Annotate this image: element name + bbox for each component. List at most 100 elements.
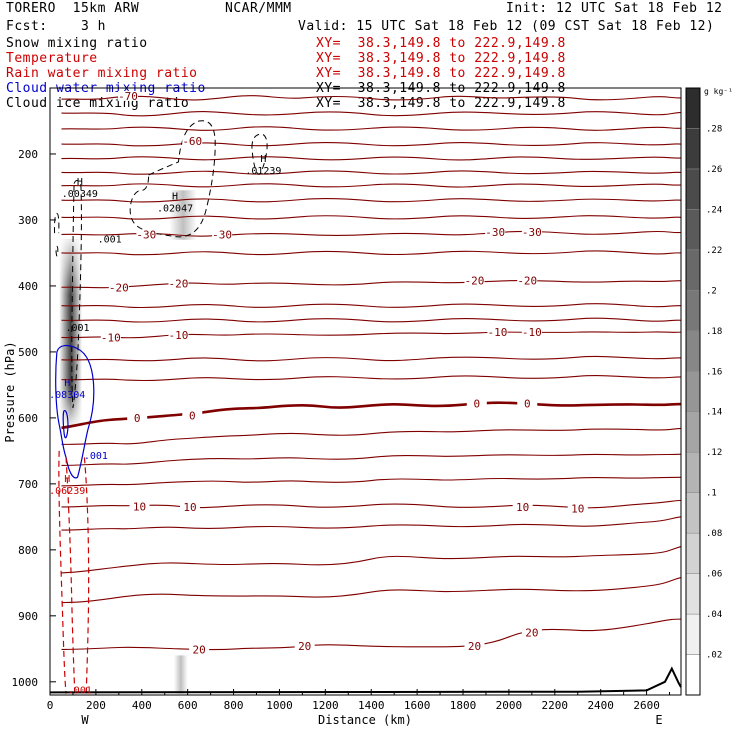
isotherm-line <box>61 127 681 131</box>
x-tick-label: 2000 <box>496 699 523 712</box>
y-tick-label: 300 <box>18 214 38 227</box>
temperature-contour-label: 0 <box>524 397 531 410</box>
model-title: TORERO 15km ARW <box>6 1 140 16</box>
isotherm-line <box>61 171 681 174</box>
center-title: NCAR/MMM <box>225 1 292 16</box>
y-tick-label: 500 <box>18 346 38 359</box>
contour-label-bg <box>464 275 485 286</box>
isotherm-line <box>61 304 681 308</box>
x-end-east: E <box>655 713 662 727</box>
x-tick-label: 2600 <box>633 699 660 712</box>
colorbar-segment <box>685 209 701 251</box>
y-tick-label: 900 <box>18 610 38 623</box>
isotherm-line <box>61 428 681 444</box>
colorbar-segment <box>685 573 701 615</box>
x-tick-label: 200 <box>86 699 106 712</box>
contour-label-bg <box>517 398 538 409</box>
colorbar-label: .02 <box>706 651 722 661</box>
y-tick-label: 800 <box>18 544 38 557</box>
isotherm-line <box>61 199 681 202</box>
contour-label-bg <box>168 278 189 289</box>
x-tick-label: 400 <box>132 699 152 712</box>
x-tick-label: 2400 <box>587 699 614 712</box>
temperature-contour-label: -20 <box>465 275 485 288</box>
temperature-contour-label: 10 <box>516 501 529 514</box>
temperature-contour-label: -30 <box>136 228 156 241</box>
contour-label-bg <box>294 641 315 652</box>
contour-label-bg <box>168 329 189 340</box>
maximum-value: .06239 <box>49 486 85 497</box>
colorbar-segment <box>685 371 701 412</box>
x-tick-label: 1400 <box>358 699 385 712</box>
field-xy: XY= 38.3,149.8 to 222.9,149.8 <box>316 36 566 51</box>
x-tick-label: 600 <box>178 699 198 712</box>
contour-label-bg <box>521 327 542 338</box>
x-tick-label: 1200 <box>312 699 339 712</box>
maximum-marker: H <box>172 191 178 202</box>
ground-line <box>50 669 681 693</box>
isotherm-line <box>61 280 681 287</box>
isotherm-line <box>61 157 681 160</box>
rain-contour <box>66 457 75 693</box>
x-tick-label: 2200 <box>542 699 569 712</box>
rain-contour <box>59 451 66 694</box>
colorbar-segment <box>685 532 701 574</box>
colorbar-label: .16 <box>706 367 722 377</box>
field-name: Temperature <box>6 51 98 66</box>
colorbar-segment <box>685 451 701 493</box>
x-tick-label: 1600 <box>404 699 431 712</box>
isotherm-line <box>61 112 681 116</box>
temperature-contour-label: 0 <box>134 412 141 425</box>
contour-label-bg <box>464 641 485 652</box>
maximum-marker: H <box>64 378 70 389</box>
contour-label-bg <box>129 501 150 512</box>
contour-label-bg <box>136 229 157 240</box>
maximum-marker: H <box>64 474 70 485</box>
isotherm-line <box>61 477 681 486</box>
isotherm-line <box>61 547 681 573</box>
y-tick-label: 1000 <box>12 676 39 689</box>
isotherm-line <box>61 96 681 100</box>
maximum-marker: H <box>260 154 266 165</box>
temperature-contour-label: -20 <box>517 275 537 288</box>
temperature-contour-label: -20 <box>109 281 129 294</box>
isotherm-line <box>61 142 681 145</box>
colorbar-label: .26 <box>706 165 722 175</box>
ice-shading <box>169 190 197 240</box>
colorbar-segment <box>685 290 701 332</box>
contour-label-bg <box>466 398 487 409</box>
temperature-contour-label: -30 <box>212 228 232 241</box>
contour-label-bg <box>189 644 210 655</box>
temperature-contour-label: 10 <box>133 500 146 513</box>
temperature-contour-label: -10 <box>101 331 121 344</box>
x-tick-label: 800 <box>224 699 244 712</box>
maximum-value: .01239 <box>245 166 281 177</box>
colorbar-segment <box>685 411 701 453</box>
temperature-contour-label: 10 <box>183 501 196 514</box>
colorbar-segment <box>685 87 701 129</box>
colorbar-label: .28 <box>706 124 722 134</box>
colorbar-segment <box>685 330 701 372</box>
colorbar-label: .18 <box>706 327 722 337</box>
isotherm-line <box>61 619 681 649</box>
temperature-contour-label: -30 <box>485 226 505 239</box>
y-tick-label: 400 <box>18 280 38 293</box>
temperature-contour-label: -10 <box>169 329 189 342</box>
colorbar-label: .2 <box>706 286 717 296</box>
colorbar-label: .06 <box>706 570 722 580</box>
colorbar-segment <box>685 492 701 534</box>
forecast-hour: Fcst: 3 h <box>6 19 106 34</box>
cloud-ice-contour <box>54 213 58 256</box>
colorbar-label: .24 <box>706 205 722 215</box>
isotherm-line <box>61 376 681 381</box>
contour-label-bg <box>182 135 203 146</box>
contour-label-bg <box>512 501 533 512</box>
field-xy: XY= 38.3,149.8 to 222.9,149.8 <box>316 66 566 81</box>
contour-label-bg <box>517 275 538 286</box>
y-tick-label: 200 <box>18 148 38 161</box>
y-tick-label: 700 <box>18 478 38 491</box>
colorbar-segment <box>685 249 701 291</box>
isotherm-line <box>61 332 681 338</box>
x-tick-label: 1000 <box>266 699 293 712</box>
